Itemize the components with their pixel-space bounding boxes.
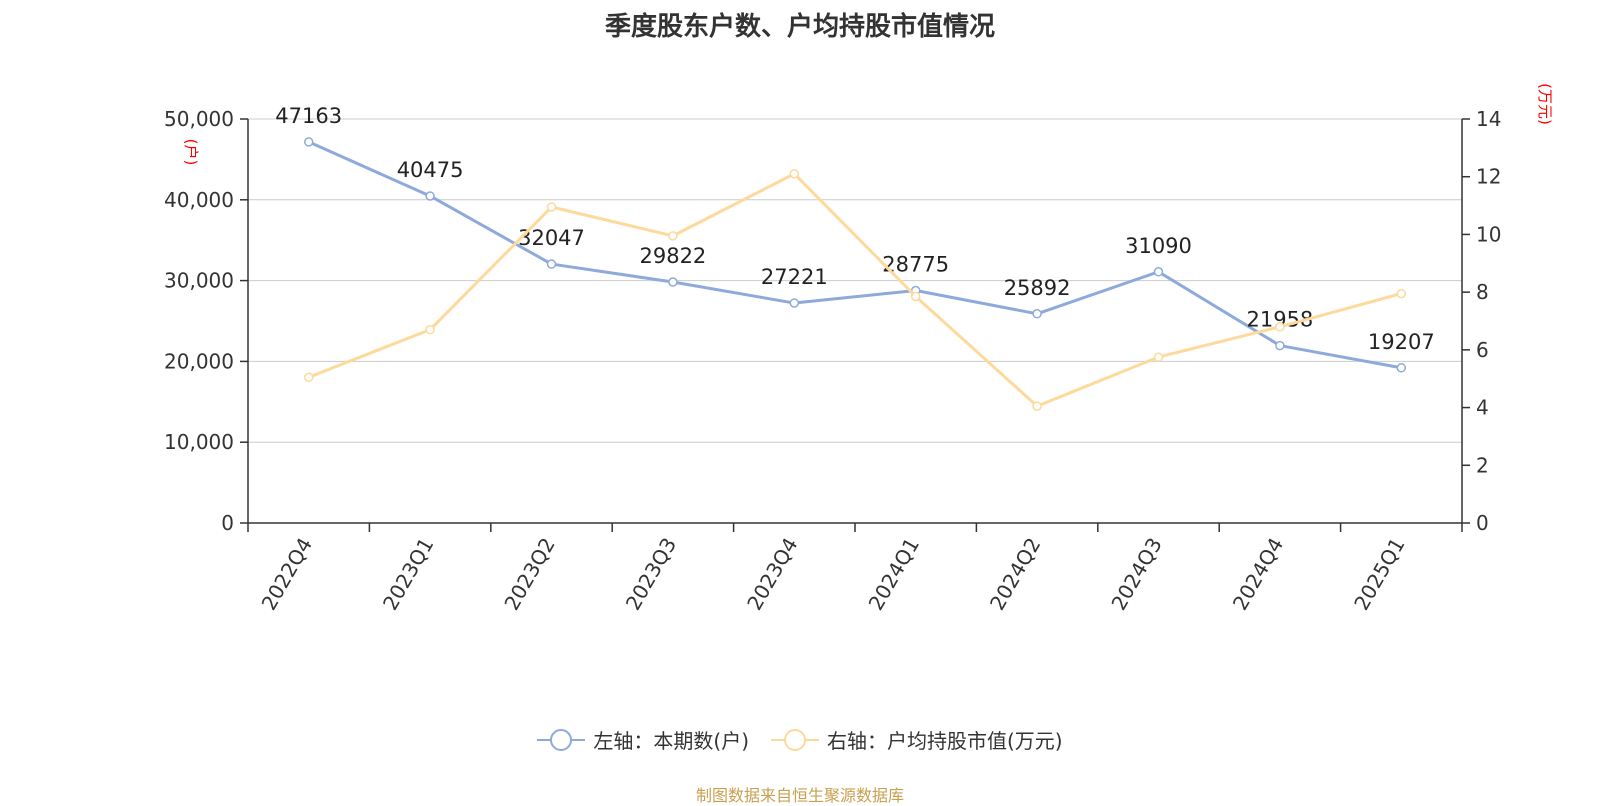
right-tick-label-0: 0 (1476, 511, 1489, 535)
x-tick-label-8: 2024Q4 (1228, 534, 1288, 615)
left-tick-label-2: 20,000 (164, 349, 234, 373)
data-source-note: 制图数据来自恒生聚源数据库 (695, 786, 904, 805)
legend-label-right-series: 右轴：户均持股市值(万元) (827, 729, 1063, 753)
data-label-6: 25892 (1004, 276, 1071, 300)
left-axis-unit-label: (户) (182, 139, 200, 166)
data-point-right-3 (668, 231, 678, 241)
right-tick-label-3: 6 (1476, 338, 1489, 362)
right-tick-label-1: 2 (1476, 453, 1489, 477)
data-point-left-4 (789, 298, 800, 308)
data-point-right-1 (425, 324, 435, 335)
chart-legend: 左轴：本期数(户) 右轴：户均持股市值(万元) (0, 725, 1600, 754)
right-tick-label-4: 8 (1476, 280, 1489, 304)
data-point-right-6 (1032, 401, 1042, 411)
left-tick-label-0: 0 (221, 511, 234, 535)
data-point-left-0 (303, 137, 314, 147)
data-point-left-2 (546, 259, 557, 269)
data-point-left-1 (425, 191, 435, 201)
x-tick-label-4: 2023Q4 (742, 534, 802, 615)
data-label-7: 31090 (1125, 234, 1192, 258)
data-label-4: 27221 (761, 265, 828, 289)
x-tick-label-7: 2024Q3 (1106, 534, 1166, 615)
legend-right-circle-icon (771, 728, 819, 752)
data-point-right-2 (546, 202, 557, 212)
data-point-left-3 (668, 277, 678, 287)
right-tick-label-7: 14 (1476, 107, 1501, 131)
data-label-0: 47163 (275, 104, 342, 128)
legend-label-left-series: 左轴：本期数(户) (593, 729, 749, 753)
x-tick-label-1: 2023Q1 (378, 534, 438, 615)
x-tick-label-6: 2024Q2 (985, 534, 1045, 615)
right-axis-unit-label: (万元) (1536, 83, 1554, 125)
chart-title: 季度股东户数、户均持股市值情况 (604, 12, 995, 42)
left-tick-label-3: 30,000 (164, 269, 234, 293)
x-tick-label-3: 2023Q3 (621, 534, 681, 615)
data-point-right-8 (1275, 322, 1285, 332)
data-point-left-9 (1396, 363, 1407, 373)
legend-item-left-series[interactable]: 左轴：本期数(户) (537, 725, 749, 754)
right-tick-label-6: 12 (1476, 165, 1501, 189)
data-point-left-8 (1275, 340, 1285, 351)
data-label-3: 29822 (639, 244, 706, 268)
data-label-1: 40475 (397, 158, 464, 182)
right-tick-label-2: 4 (1476, 396, 1489, 420)
series-line-left (308, 140, 1402, 370)
data-point-right-0 (303, 372, 314, 383)
data-point-left-7 (1153, 267, 1164, 277)
data-point-right-5 (910, 291, 921, 302)
left-tick-label-1: 10,000 (164, 430, 234, 454)
data-point-right-4 (789, 169, 800, 179)
x-tick-label-0: 2022Q4 (257, 534, 317, 615)
data-point-left-6 (1032, 309, 1042, 319)
legend-left-circle-icon (537, 728, 586, 752)
series-line-right (308, 172, 1402, 408)
right-tick-label-5: 10 (1476, 222, 1501, 246)
x-tick-label-9: 2025Q1 (1349, 534, 1409, 615)
data-point-right-9 (1396, 288, 1407, 299)
left-tick-label-5: 50,000 (164, 107, 234, 131)
data-point-right-7 (1153, 352, 1164, 362)
left-tick-label-4: 40,000 (164, 188, 234, 212)
data-label-9: 19207 (1368, 330, 1435, 354)
chart-plot: 0 10,000 20,000 30,000 40,000 50,000 0 2 4 6 8 10 12… (164, 83, 1554, 615)
x-tick-label-5: 2024Q1 (864, 534, 924, 615)
x-tick-label-2: 2023Q2 (499, 534, 559, 615)
legend-item-right-series[interactable]: 右轴：户均持股市值(万元) (771, 725, 1063, 754)
